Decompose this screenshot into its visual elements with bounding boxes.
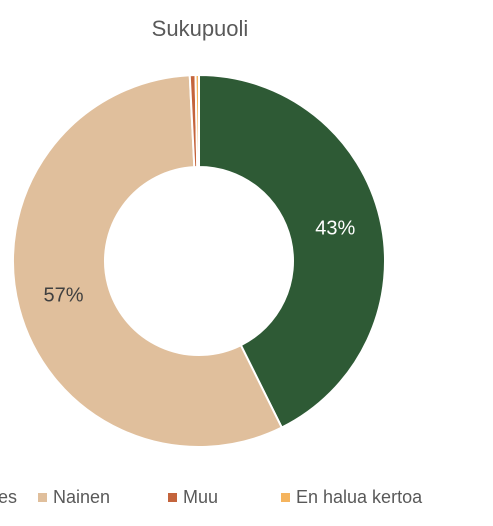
legend-marker	[281, 493, 290, 502]
legend-marker	[168, 493, 177, 502]
chart-title: Sukupuoli	[152, 16, 249, 41]
legend-label: Nainen	[53, 487, 110, 507]
slice	[194, 73, 200, 169]
data-label: 43%	[315, 217, 355, 239]
slice	[12, 74, 284, 448]
data-label: 57%	[44, 285, 84, 307]
legend-label: Muu	[183, 487, 218, 507]
legend-label: En halua kertoa	[296, 487, 423, 507]
slice	[198, 73, 386, 429]
legend-label: Mies	[0, 487, 17, 507]
legend-marker	[38, 493, 47, 502]
